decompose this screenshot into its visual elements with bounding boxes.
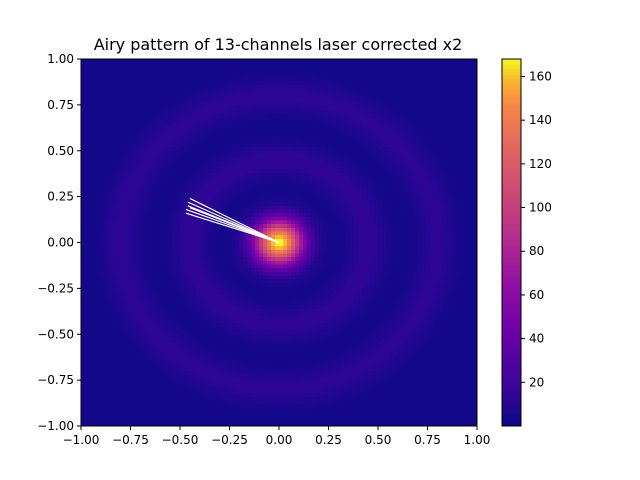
- x-tick-label: 1.00: [464, 433, 491, 447]
- beam-line: [187, 201, 280, 244]
- colorbar-tick-label: 120: [529, 157, 552, 171]
- y-tick-label: −0.25: [37, 281, 74, 295]
- y-tick-label: 1.00: [47, 52, 74, 66]
- beam-line: [189, 197, 280, 244]
- colorbar-tick-label: 20: [529, 375, 544, 389]
- colorbar-frame: [501, 58, 522, 427]
- colorbar-tick-label: 140: [529, 113, 552, 127]
- chart-title: Airy pattern of 13-channels laser correc…: [94, 35, 463, 54]
- x-tick-label: 0.75: [414, 433, 441, 447]
- beam-line: [189, 207, 280, 244]
- y-tick-label: −0.75: [37, 373, 74, 387]
- y-axis: −1.00 −0.75 −0.50 −0.25 0.00 0.25 0.50 0.75 1.00: [37, 52, 81, 433]
- colorbar-tick-label: 40: [529, 332, 544, 346]
- x-tick-label: 0.25: [315, 433, 342, 447]
- colorbar-tick-label: 60: [529, 288, 544, 302]
- colorbar-axis: 20 40 60 80 100 120 140 160: [521, 69, 552, 389]
- x-tick-label: −0.25: [211, 433, 248, 447]
- beam-line: [185, 212, 280, 244]
- x-tick-label: 0.00: [266, 433, 293, 447]
- y-tick-label: 0.75: [47, 98, 74, 112]
- y-tick-label: 0.25: [47, 190, 74, 204]
- colorbar-gradient: [502, 59, 521, 426]
- y-tick-label: 0.50: [47, 144, 74, 158]
- colorbar-tick-label: 100: [529, 201, 552, 215]
- x-tick-label: 0.50: [365, 433, 392, 447]
- x-tick-label: −0.75: [112, 433, 149, 447]
- colorbar-tick-label: 80: [529, 244, 544, 258]
- x-tick-label: −1.00: [63, 433, 100, 447]
- y-tick-label: 0.00: [47, 236, 74, 250]
- beam-lines: [185, 197, 280, 244]
- colorbar-tick-label: 160: [529, 69, 552, 83]
- y-tick-label: −1.00: [37, 419, 74, 433]
- y-tick-label: −0.50: [37, 327, 74, 341]
- x-tick-label: −0.50: [162, 433, 199, 447]
- x-axis: −1.00 −0.75 −0.50 −0.25 0.00 0.25 0.50 0.75 1.00: [63, 426, 491, 447]
